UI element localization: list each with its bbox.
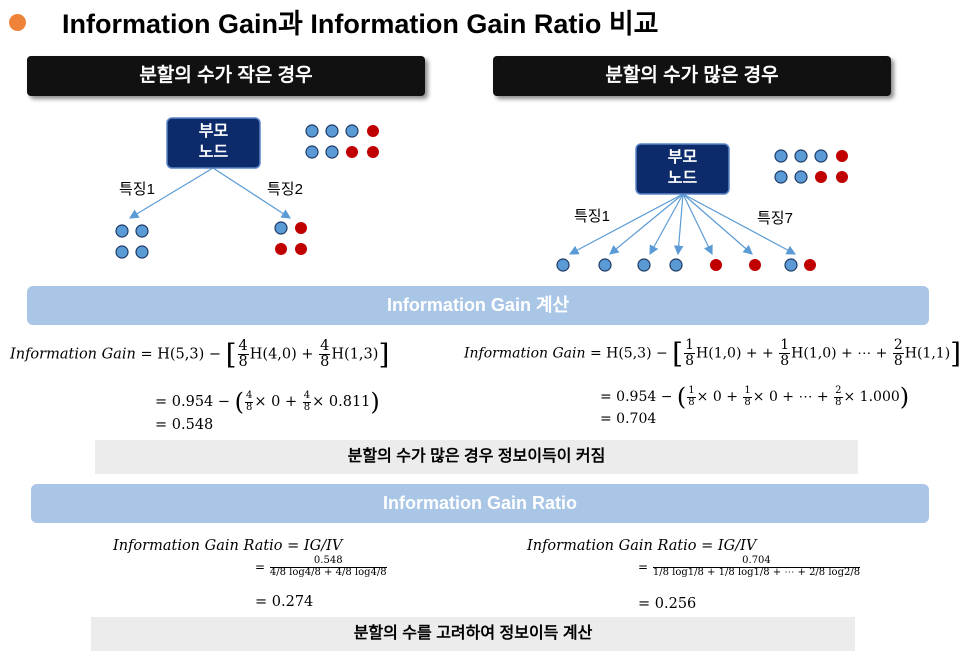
left-child-1-dots (115, 224, 149, 259)
right-parent-node (635, 143, 730, 195)
left-parent-node (166, 117, 261, 169)
page-title: Information Gain과 Information Gain Ratio… (62, 9, 659, 39)
right-arrows (568, 193, 797, 256)
ig-right-line1: Information Gain = H(5,3) − [1 8 H(1,0) + … (464, 337, 962, 370)
igr-left-fraction: = 0.548 4/8 log4/8 + 4/8 log4/8 (255, 555, 387, 578)
igr-right-fraction: = 0.704 1/8 log1/8 + 1/8 log1/8 + ⋯ + 2/8… (638, 555, 861, 578)
ig-section-title: Information Gain 계산 (27, 286, 929, 325)
left-case-banner: 분할의 수가 작은 경우 (27, 56, 425, 96)
right-parent-dots (774, 149, 848, 184)
ig-right-line2: = 0.954 − (1 8 × 0 + 1 8 × 0 + ⋯ + 2 8 × 1.000… (600, 383, 910, 411)
left-arrow-1 (128, 167, 214, 219)
igr-left-label: Information Gain Ratio = IG/IV (113, 538, 343, 554)
title-bullet (9, 14, 26, 31)
right-case-banner: 분할의 수가 많은 경우 (493, 56, 891, 96)
left-parent-label: 부모 노드 (198, 123, 229, 161)
igr-section-title: Information Gain Ratio (31, 484, 929, 523)
left-parent-dots (305, 124, 379, 159)
ig-left-line1: Information Gain = H(5,3) − [4 8 H(4,0) + … (10, 337, 390, 371)
right-feature-b: 특징7 (757, 210, 793, 227)
ig-note: 분할의 수가 많은 경우 정보이득이 커짐 (95, 440, 858, 474)
right-child-dots (556, 258, 816, 272)
right-parent-label: 부모 노드 (667, 149, 698, 187)
left-feature-a: 특징1 (119, 181, 155, 198)
ig-right-line3: = 0.704 (600, 411, 657, 427)
ig-left-line3: = 0.548 (155, 417, 214, 433)
left-arrow-2 (212, 167, 292, 219)
igr-left-result: = 0.274 (255, 594, 314, 610)
igr-right-result: = 0.256 (638, 596, 697, 612)
left-feature-b: 특징2 (267, 181, 303, 198)
right-feature-a: 특징1 (574, 208, 610, 225)
igr-note: 분할의 수를 고려하여 정보이득 계산 (91, 617, 855, 651)
igr-right-label: Information Gain Ratio = IG/IV (527, 538, 757, 554)
ig-left-line2: = 0.954 − (4 8 × 0 + 4 8 × 0.811) (155, 388, 380, 416)
left-child-2-dots (274, 221, 307, 255)
